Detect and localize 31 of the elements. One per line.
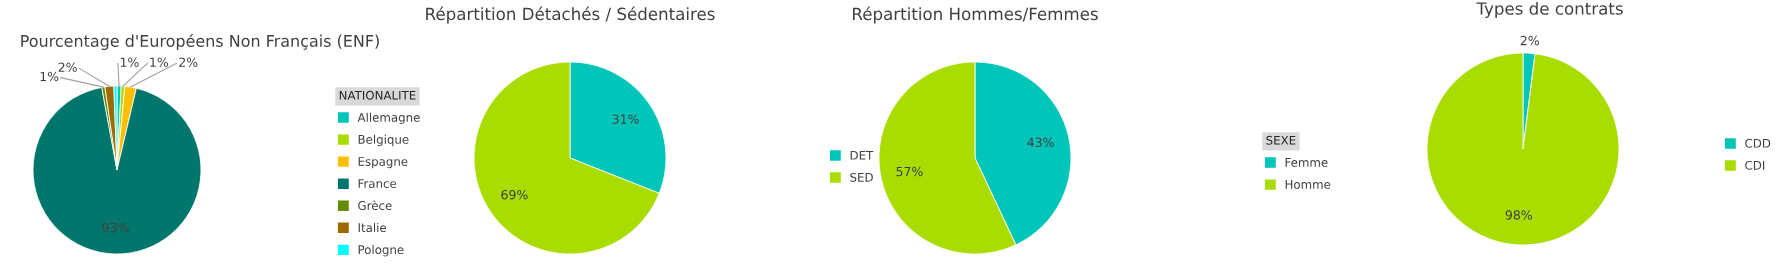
legend-label: Femme [1285,158,1328,167]
data-label: 2% [179,57,198,67]
legend-label: France [358,179,397,188]
chart-title: Types de contrats [1476,1,1623,19]
data-label: 1% [120,57,139,67]
data-label: 43% [1027,137,1054,147]
data-label: 93% [102,222,129,233]
data-label: 98% [1505,210,1532,220]
legend-label: CDD [1745,138,1771,148]
data-label: 1% [40,71,59,82]
data-label: 1% [150,57,169,67]
legend-label: Pologne [358,244,404,257]
legend-label: Homme [1285,180,1331,189]
legend-label: Grèce [358,200,392,211]
legend-title: NATIONALITE [339,90,416,100]
legend-label: Allemagne [357,112,420,125]
chart-title: Pourcentage d'Européens Non Français (ENF) [21,33,379,51]
legend-label: Italie [358,222,387,233]
legend-title: SEXE [1266,135,1296,145]
data-label: 2% [58,62,77,72]
data-label: 69% [501,189,528,200]
legend-label: SED [850,172,873,182]
chart-title: Répartition Détachés / Sédentaires [426,6,715,24]
legend-label: DET [850,150,874,160]
legend-label: Espagne [358,157,408,169]
data-label: 57% [896,166,923,177]
data-label: 31% [612,114,639,124]
chart-title: Répartition Hommes/Femmes [853,6,1098,24]
legend-label: CDI [1745,160,1765,170]
data-label: 2% [1520,35,1539,46]
legend-label: Belgique [358,134,409,147]
